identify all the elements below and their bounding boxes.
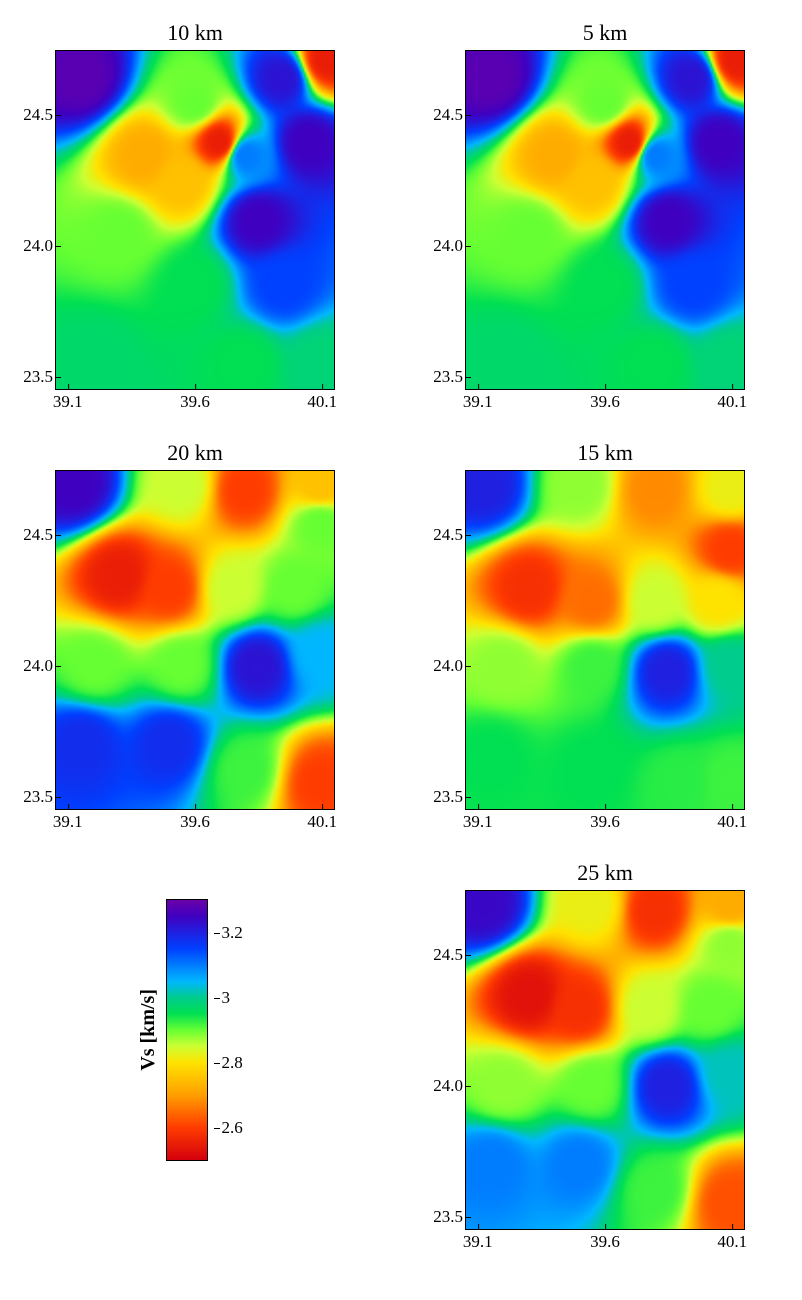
y-tick: 23.5 (9, 787, 53, 807)
y-tick: 24.5 (9, 525, 53, 545)
panel-heatmap (466, 891, 744, 1229)
panel-title: 25 km (577, 860, 633, 886)
y-axis-ticks: 23.5 24.0 24.5 (9, 50, 53, 390)
y-tick: 24.0 (9, 236, 53, 256)
panel-plot-wrap: 23.524.024.539.139.640.1 (55, 50, 335, 390)
x-axis-ticks: 39.1 39.6 40.1 (465, 812, 745, 834)
colorbar-tick: 2.8 (222, 1053, 243, 1073)
x-tick: 39.6 (180, 392, 210, 412)
x-tick: 39.6 (590, 392, 620, 412)
panel-plot-wrap: 23.524.024.539.139.640.1 (465, 470, 745, 810)
x-tick: 40.1 (717, 812, 747, 832)
panel-p5: 5 km 23.524.024.539.139.640.1 (430, 20, 780, 390)
x-tick: 40.1 (307, 812, 337, 832)
x-tick: 40.1 (717, 392, 747, 412)
panel-grid: 10 km23.524.024.539.139.640.15 km23.524.… (20, 20, 780, 1230)
panel-p20: 20 km 23.524.024.539.139.640.1 (20, 440, 370, 810)
y-tick: 24.0 (419, 656, 463, 676)
panel-title: 5 km (583, 20, 628, 46)
y-tick: 24.0 (9, 656, 53, 676)
colorbar-tick: 2.6 (222, 1118, 243, 1138)
colorbar: Vs [km/s] 2.6 2.8 3 3.2 (55, 860, 335, 1200)
colorbar-label: Vs [km/s] (137, 989, 160, 1071)
x-axis-ticks: 39.1 39.6 40.1 (55, 812, 335, 834)
panel-p10: 10 km 23.524.024.539.139.640.1 (20, 20, 370, 390)
x-tick: 40.1 (717, 1232, 747, 1252)
y-tick: 23.5 (9, 367, 53, 387)
panel-plot (55, 470, 335, 810)
y-tick: 24.5 (419, 105, 463, 125)
x-tick: 39.6 (590, 812, 620, 832)
x-tick: 40.1 (307, 392, 337, 412)
x-axis-ticks: 39.1 39.6 40.1 (465, 1232, 745, 1254)
panel-plot (465, 50, 745, 390)
panel-plot (465, 470, 745, 810)
panel-plot (55, 50, 335, 390)
x-axis-ticks: 39.1 39.6 40.1 (55, 392, 335, 414)
panel-title: 20 km (167, 440, 223, 466)
y-tick: 23.5 (419, 787, 463, 807)
colorbar-bar (166, 899, 208, 1161)
y-axis-ticks: 23.5 24.0 24.5 (419, 470, 463, 810)
x-tick: 39.6 (180, 812, 210, 832)
colorbar-tick: 3.2 (222, 923, 243, 943)
x-tick: 39.1 (463, 1232, 493, 1252)
panel-plot-wrap: 23.524.024.539.139.640.1 (465, 890, 745, 1230)
panel-title: 10 km (167, 20, 223, 46)
y-tick: 24.5 (9, 105, 53, 125)
y-tick: 24.5 (419, 525, 463, 545)
x-tick: 39.1 (53, 392, 83, 412)
y-tick: 24.0 (419, 236, 463, 256)
panel-heatmap (56, 51, 334, 389)
panel-heatmap (466, 471, 744, 809)
colorbar-ticks: 2.6 2.8 3 3.2 (214, 900, 254, 1160)
x-axis-ticks: 39.1 39.6 40.1 (465, 392, 745, 414)
panel-title: 15 km (577, 440, 633, 466)
panel-heatmap (466, 51, 744, 389)
panel-plot (465, 890, 745, 1230)
colorbar-tick: 3 (222, 988, 231, 1008)
y-axis-ticks: 23.5 24.0 24.5 (419, 50, 463, 390)
y-tick: 24.0 (419, 1076, 463, 1096)
x-tick: 39.1 (463, 392, 493, 412)
panel-plot-wrap: 23.524.024.539.139.640.1 (55, 470, 335, 810)
y-axis-ticks: 23.5 24.0 24.5 (9, 470, 53, 810)
y-axis-ticks: 23.5 24.0 24.5 (419, 890, 463, 1230)
panel-cbar: Vs [km/s] 2.6 2.8 3 3.2 (20, 860, 370, 1230)
panel-p25: 25 km 23.524.024.539.139.640.1 (430, 860, 780, 1230)
x-tick: 39.1 (463, 812, 493, 832)
panel-p15: 15 km 23.524.024.539.139.640.1 (430, 440, 780, 810)
x-tick: 39.6 (590, 1232, 620, 1252)
panel-heatmap (56, 471, 334, 809)
y-tick: 23.5 (419, 367, 463, 387)
y-tick: 23.5 (419, 1207, 463, 1227)
x-tick: 39.1 (53, 812, 83, 832)
panel-plot-wrap: 23.524.024.539.139.640.1 (465, 50, 745, 390)
y-tick: 24.5 (419, 945, 463, 965)
